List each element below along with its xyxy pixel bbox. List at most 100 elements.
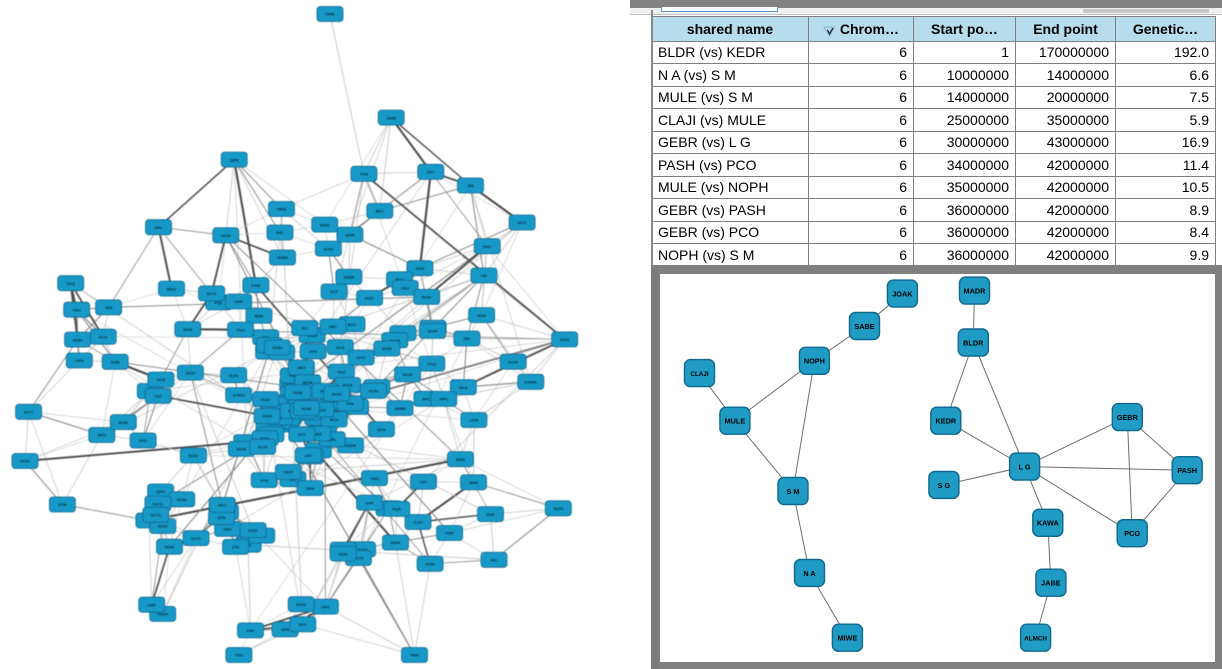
svg-text:STO: STO — [139, 438, 147, 443]
svg-text:N169: N169 — [296, 602, 306, 607]
svg-text:N156: N156 — [119, 420, 129, 425]
svg-text:MNI: MNI — [155, 225, 162, 230]
svg-text:EFY: EFY — [299, 622, 307, 627]
svg-text:KAWA: KAWA — [525, 379, 537, 384]
svg-text:NOH: NOH — [477, 313, 486, 318]
svg-text:VWP: VWP — [445, 531, 454, 536]
svg-text:MIWE: MIWE — [837, 634, 857, 643]
svg-text:WXR: WXR — [345, 232, 354, 237]
svg-text:N167: N167 — [365, 296, 375, 301]
svg-text:DEX: DEX — [223, 527, 232, 532]
svg-text:MAO: MAO — [167, 286, 176, 291]
svg-text:BCW: BCW — [303, 380, 313, 385]
svg-text:NOJ: NOJ — [218, 503, 226, 508]
svg-text:N173: N173 — [191, 536, 201, 541]
svg-text:RSL: RSL — [276, 230, 285, 235]
svg-text:PCO: PCO — [1124, 529, 1140, 538]
svg-text:PQK: PQK — [392, 507, 401, 512]
svg-text:LMG: LMG — [75, 358, 84, 363]
svg-text:N181: N181 — [422, 295, 432, 300]
svg-text:ALMCH: ALMCH — [233, 394, 246, 398]
svg-text:JABE: JABE — [386, 115, 397, 120]
svg-text:N160: N160 — [261, 397, 271, 402]
svg-text:GPA: GPA — [281, 627, 289, 632]
svg-text:YZU: YZU — [235, 653, 243, 658]
svg-text:UVO: UVO — [357, 355, 366, 360]
svg-text:QRX: QRX — [156, 489, 165, 494]
svg-text:KEDR: KEDR — [345, 443, 356, 448]
svg-text:N177: N177 — [24, 409, 34, 414]
svg-text:NOPH: NOPH — [804, 357, 825, 366]
svg-text:N183: N183 — [189, 453, 199, 458]
svg-text:GEBR: GEBR — [394, 406, 406, 411]
svg-text:GHC: GHC — [483, 244, 492, 249]
svg-text:N192: N192 — [186, 370, 196, 375]
svg-text:L G: L G — [1019, 463, 1031, 472]
svg-text:SLI: SLI — [302, 326, 308, 331]
svg-text:KLF: KLF — [330, 289, 338, 294]
svg-text:UNV: UNV — [321, 604, 330, 609]
svg-text:S G: S G — [938, 481, 951, 490]
svg-text:N171: N171 — [517, 220, 527, 225]
svg-text:MNG: MNG — [456, 457, 465, 462]
svg-text:N193: N193 — [332, 391, 342, 396]
svg-text:N188: N188 — [293, 390, 303, 395]
svg-text:OPK: OPK — [306, 486, 315, 491]
svg-text:LOM: LOM — [469, 418, 479, 423]
svg-text:N148: N148 — [403, 372, 413, 377]
svg-text:YSZ: YSZ — [154, 393, 162, 398]
svg-text:VPW: VPW — [415, 266, 424, 271]
svg-text:ALMCH: ALMCH — [1024, 635, 1047, 642]
svg-text:CIRE: CIRE — [325, 12, 335, 17]
svg-text:BCV: BCV — [348, 322, 357, 327]
svg-text:UVP: UVP — [365, 500, 374, 505]
svg-text:HPS: HPS — [440, 397, 449, 402]
svg-text:HIC: HIC — [491, 557, 498, 562]
svg-text:N194: N194 — [369, 388, 379, 393]
svg-text:N147: N147 — [284, 470, 294, 475]
svg-text:FKR: FKR — [486, 512, 494, 517]
svg-text:NPO: NPO — [97, 433, 106, 438]
svg-text:MNH: MNH — [469, 480, 478, 485]
svg-text:STM: STM — [58, 502, 67, 507]
svg-text:N149: N149 — [428, 329, 438, 334]
svg-text:MADR: MADR — [964, 287, 987, 296]
svg-text:N151: N151 — [20, 459, 30, 464]
svg-text:ZAV: ZAV — [247, 628, 255, 633]
svg-text:ZTA: ZTA — [232, 545, 240, 550]
svg-text:OLM: OLM — [156, 377, 166, 382]
svg-text:SABE: SABE — [854, 322, 874, 331]
svg-text:SABE: SABE — [343, 274, 354, 279]
svg-text:N190: N190 — [229, 373, 239, 378]
svg-text:FBH: FBH — [410, 653, 418, 658]
svg-text:GHB: GHB — [111, 359, 120, 364]
svg-text:N176: N176 — [258, 444, 268, 449]
svg-text:N185: N185 — [382, 346, 392, 351]
svg-text:WXS: WXS — [320, 222, 329, 227]
svg-text:APCI: APCI — [422, 396, 432, 401]
svg-text:N146: N146 — [508, 359, 518, 364]
svg-text:ABV: ABV — [297, 365, 306, 370]
svg-text:N174: N174 — [207, 291, 217, 296]
svg-text:BCX: BCX — [330, 417, 339, 422]
svg-text:LMF: LMF — [148, 602, 157, 607]
svg-text:CLAJI: CLAJI — [413, 520, 423, 524]
svg-text:KEDR: KEDR — [935, 417, 956, 426]
svg-text:VWQ: VWQ — [277, 207, 287, 212]
svg-text:N154: N154 — [158, 524, 168, 529]
svg-text:SM: SM — [468, 183, 475, 188]
svg-text:MULE: MULE — [725, 417, 746, 426]
svg-text:GEBR: GEBR — [1117, 413, 1139, 422]
svg-text:PASH: PASH — [1177, 466, 1197, 475]
svg-text:YZT: YZT — [420, 479, 428, 484]
svg-text:N168: N168 — [221, 233, 231, 238]
svg-text:KLE: KLE — [336, 345, 344, 350]
svg-text:N189: N189 — [302, 406, 312, 411]
svg-text:KAWA: KAWA — [1037, 519, 1060, 528]
svg-text:CLAJI: CLAJI — [690, 371, 708, 378]
svg-text:MIWE: MIWE — [277, 255, 288, 260]
svg-text:N150: N150 — [262, 414, 272, 419]
svg-text:N158: N158 — [177, 497, 187, 502]
svg-text:TUN: TUN — [360, 171, 368, 176]
svg-text:VAU: VAU — [73, 307, 81, 312]
